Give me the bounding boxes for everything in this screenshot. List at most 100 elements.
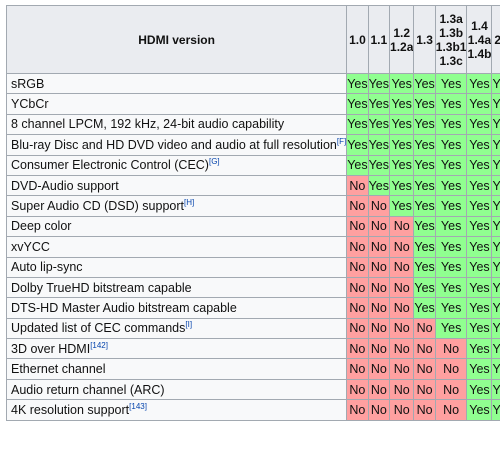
version-label: 1.4a [467,32,492,47]
support-cell: Yes [434,93,468,115]
support-cell: Yes [413,113,436,136]
table-row: YCbCrYesYesYesYesYesYesYes [5,93,500,115]
version-label: 1.0 [349,32,366,47]
support-cell: Yes [389,174,415,197]
support-cell: Yes [491,399,500,421]
version-label: 1.4b [467,46,492,61]
version-header: 1.2 1.2a [389,5,415,74]
version-header: 1.3 [413,5,436,74]
table-row: 8 channel LPCM, 192 kHz, 24-bit audio ca… [5,113,500,136]
support-cell: Yes [389,195,415,217]
support-cell: No [389,297,415,319]
support-cell: Yes [491,215,500,238]
support-cell: Yes [413,93,436,115]
support-cell: No [389,378,415,401]
support-cell: Yes [491,317,500,340]
support-cell: Yes [346,113,369,136]
support-cell: No [389,399,415,421]
support-cell: Yes [466,72,493,95]
support-cell: No [346,174,369,197]
support-cell: Yes [434,297,468,319]
table-row: DVD-Audio supportNoYesYesYesYesYesYes [5,174,500,197]
feature-label: Ethernet channel [11,362,106,377]
support-cell: Yes [491,195,500,217]
table-row: Ethernet channelNoNoNoNoNoYesYes [5,358,500,380]
footnote-link[interactable]: [H] [184,197,195,207]
support-cell: Yes [434,215,468,238]
feature-column-header: HDMI version [5,5,348,74]
support-cell: Yes [346,134,369,156]
support-cell: Yes [413,276,436,299]
feature-cell: Super Audio CD (DSD) support[H] [5,195,348,217]
support-cell: No [389,317,415,340]
version-label: 1.3b [439,25,464,40]
support-cell: No [346,256,369,278]
footnote-link[interactable]: [I] [185,320,193,330]
version-header: 1.1 [367,5,391,74]
version-header: 2.0 [491,5,500,74]
support-cell: No [413,338,436,360]
support-cell: Yes [413,215,436,238]
support-cell: Yes [413,256,436,278]
support-cell: No [367,338,391,360]
support-cell: Yes [367,72,391,95]
support-cell: Yes [491,134,500,156]
support-cell: Yes [434,276,468,299]
feature-cell: Updated list of CEC commands[I] [5,317,348,340]
support-cell: No [434,338,468,360]
feature-label: Updated list of CEC commands [11,321,186,336]
feature-label: Audio return channel (ARC) [11,382,165,397]
feature-cell: 4K resolution support[143] [5,399,348,421]
support-cell: No [346,195,369,217]
support-cell: Yes [466,297,493,319]
table-row: 4K resolution support[143] No No No No No Yes Y… [5,399,500,421]
table-row: xvYCCNoNoNoYesYesYesYes [5,236,500,258]
support-cell: Yes [491,276,500,299]
feature-label: 8 channel LPCM, 192 kHz, 24-bit audio ca… [11,117,285,132]
support-cell: No [413,378,436,401]
feature-label: DVD-Audio support [11,178,119,193]
support-cell: No [346,358,369,380]
version-header: 1.4 1.4a 1.4b [466,5,493,74]
support-cell: No [389,338,415,360]
support-cell: No [346,215,369,238]
support-cell: Yes [491,93,500,115]
support-cell: No [367,358,391,380]
support-cell: No [434,358,468,380]
support-cell: Yes [367,134,391,156]
table-row: Dolby TrueHD bitstream capable No No No Yes Y… [5,276,500,299]
feature-label: Consumer Electronic Control (CEC) [11,158,209,173]
table-row: Updated list of CEC commands[I] No No No No Y… [5,317,500,340]
support-cell: Yes [491,113,500,136]
feature-cell: Auto lip-sync [5,256,348,278]
support-cell: Yes [413,154,436,176]
support-cell: No [346,338,369,360]
support-cell: Yes [466,215,493,238]
support-cell: No [389,276,415,299]
table-row: Auto lip-syncNoNoNoYesYesYesYes [5,256,500,278]
feature-cell: Audio return channel (ARC) [5,378,348,401]
support-cell: No [346,236,369,258]
footnote-link[interactable]: [142] [90,340,108,350]
feature-label: 3D over HDMI [11,341,91,356]
support-cell: Yes [346,154,369,176]
table-row: DTS-HD Master Audio bitstream capable No N… [5,297,500,319]
support-cell: No [346,317,369,340]
footnote-link[interactable]: [F] [336,136,347,146]
version-label: 1.4 [471,18,488,33]
footnote-link[interactable]: [143] [129,401,147,411]
support-cell: Yes [491,358,500,380]
support-cell: No [367,317,391,340]
support-cell: Yes [346,93,369,115]
support-cell: Yes [434,195,468,217]
feature-cell: YCbCr [5,93,348,115]
support-cell: Yes [389,93,415,115]
feature-cell: 8 channel LPCM, 192 kHz, 24-bit audio ca… [5,113,348,136]
support-cell: Yes [367,154,391,176]
table-row: sRGBYesYesYesYesYesYesYes [5,72,500,95]
version-header: 1.3a 1.3b 1.3b1 1.3c [434,5,468,74]
support-cell: No [346,297,369,319]
footnote-link[interactable]: [G] [208,157,220,167]
support-cell: Yes [367,113,391,136]
version-label: 1.3c [439,53,463,68]
